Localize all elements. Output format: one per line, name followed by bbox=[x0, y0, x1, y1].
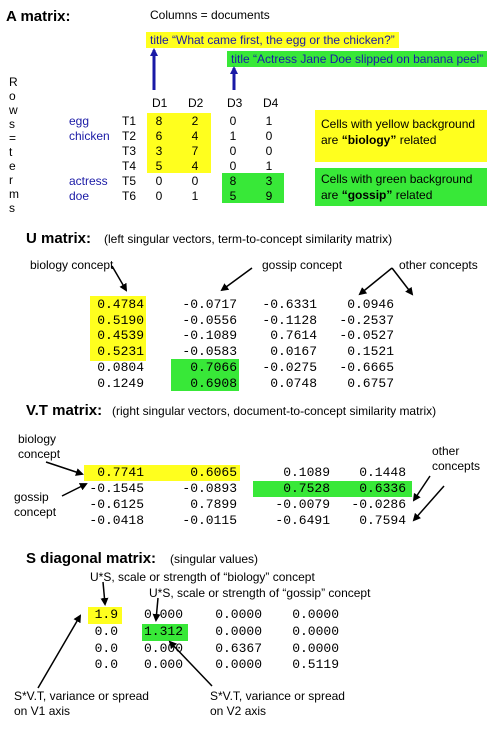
arrow-vt-other-1 bbox=[414, 476, 430, 500]
arrow-s-biology bbox=[103, 582, 105, 604]
arrow-s-gossip bbox=[156, 598, 158, 620]
arrow-u-biology bbox=[112, 266, 126, 290]
arrow-u-gossip bbox=[222, 268, 252, 290]
arrow-s-sv2 bbox=[170, 642, 212, 686]
arrow-u-other-1 bbox=[360, 268, 392, 294]
arrow-s-sv1 bbox=[38, 616, 80, 688]
arrow-vt-biology bbox=[46, 462, 82, 474]
arrow-u-other-2 bbox=[392, 268, 412, 294]
arrow-vt-gossip bbox=[62, 484, 86, 496]
arrow-vt-other-2 bbox=[414, 486, 444, 520]
